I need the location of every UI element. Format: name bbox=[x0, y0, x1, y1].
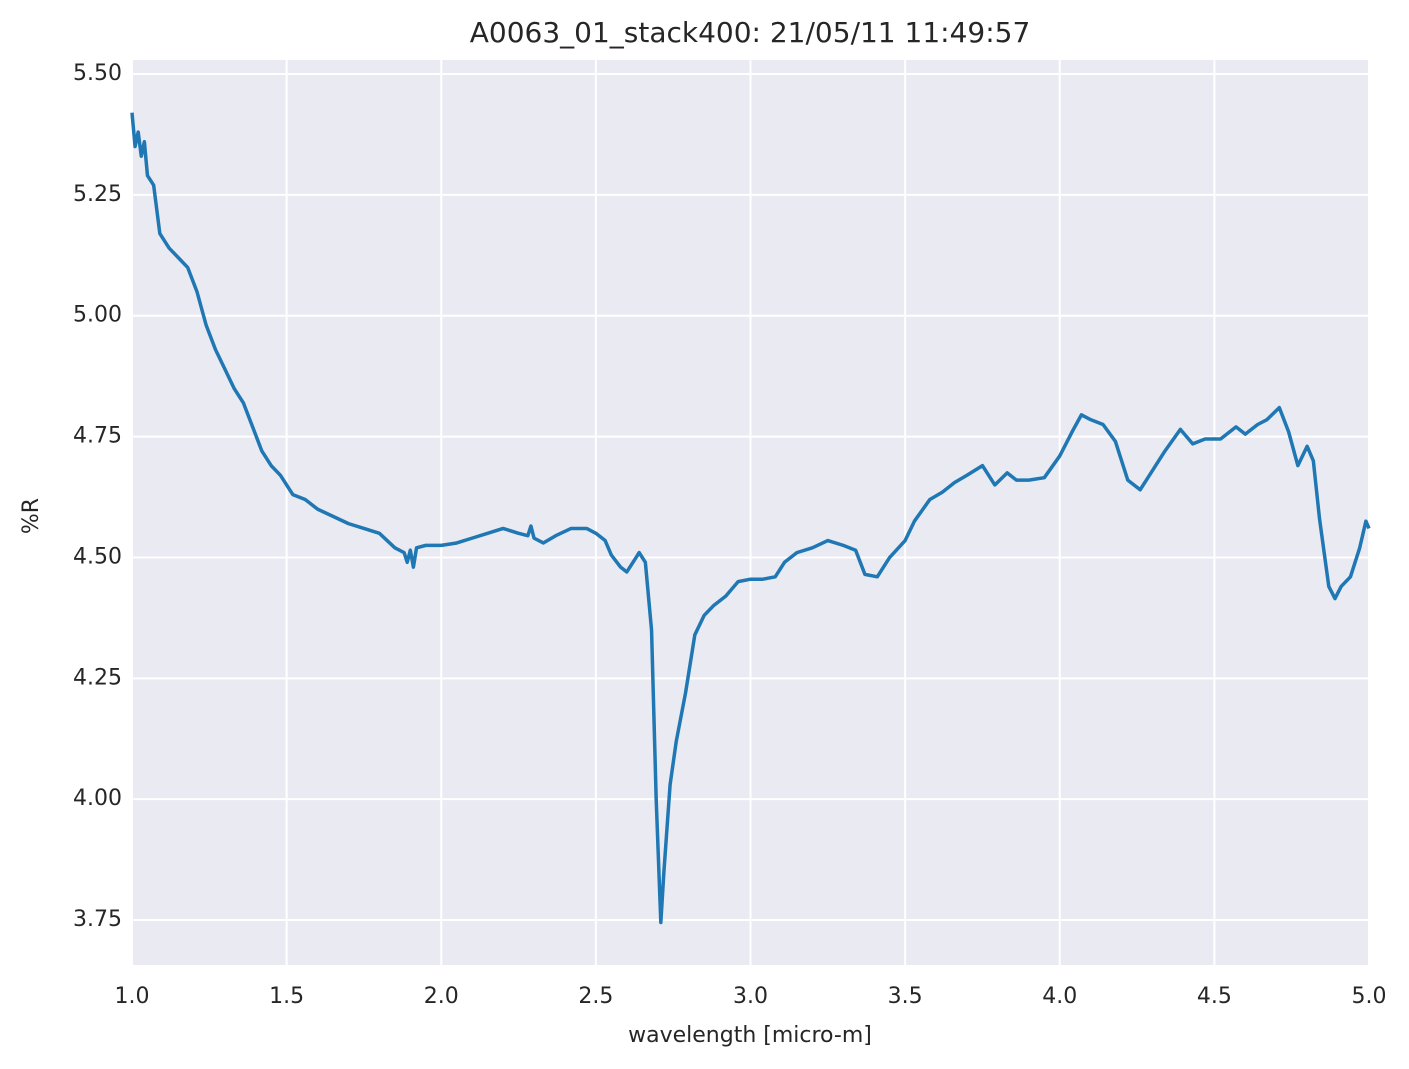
x-tick-label: 3.5 bbox=[888, 984, 923, 1009]
x-tick-label: 4.0 bbox=[1042, 984, 1077, 1009]
x-tick-label: 5.0 bbox=[1352, 984, 1387, 1009]
x-tick-label: 3.0 bbox=[733, 984, 768, 1009]
x-tick-label: 1.5 bbox=[269, 984, 304, 1009]
y-tick-label: 4.25 bbox=[73, 665, 122, 690]
y-tick-label: 5.00 bbox=[73, 303, 122, 328]
y-tick-label: 5.25 bbox=[73, 182, 122, 207]
y-tick-label: 5.50 bbox=[73, 61, 122, 86]
data-line bbox=[130, 112, 1371, 925]
y-axis-label: %R bbox=[19, 498, 44, 534]
y-tick-label: 4.00 bbox=[73, 786, 122, 811]
y-tick-label: 3.75 bbox=[73, 907, 122, 932]
y-tick-label: 4.75 bbox=[73, 424, 122, 449]
x-tick-label: 4.5 bbox=[1197, 984, 1232, 1009]
x-tick-label: 2.5 bbox=[578, 984, 613, 1009]
x-tick-label: 2.0 bbox=[424, 984, 459, 1009]
chart-title: A0063_01_stack400: 21/05/11 11:49:57 bbox=[470, 16, 1031, 49]
y-tick-label: 4.50 bbox=[73, 544, 122, 569]
x-tick-label: 1.0 bbox=[115, 984, 150, 1009]
x-axis-label: wavelength [micro-m] bbox=[628, 1023, 872, 1048]
